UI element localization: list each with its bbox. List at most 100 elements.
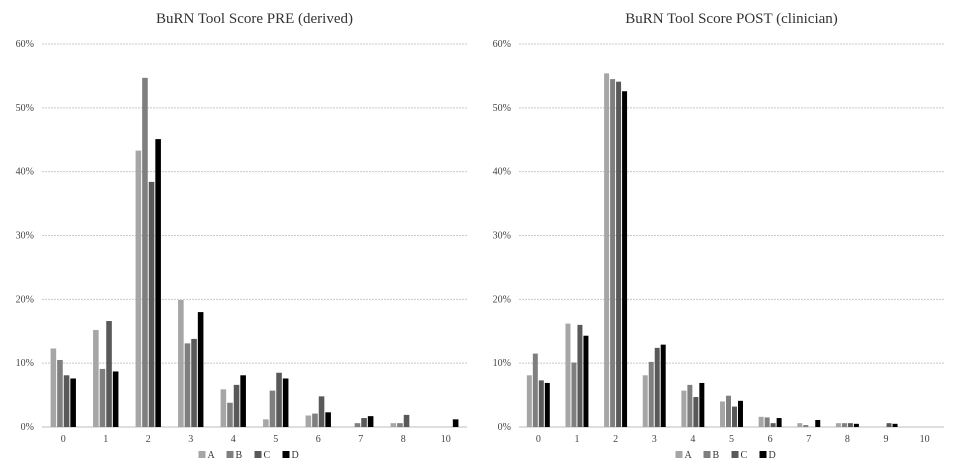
bar-B-4 [227, 402, 233, 427]
bar-B-6 [312, 413, 318, 427]
bar-D-5 [282, 378, 289, 427]
legend-label-B: B [713, 450, 720, 461]
bar-A-5 [720, 401, 726, 427]
bar-B-5 [726, 395, 731, 427]
bar-D-3 [660, 344, 666, 427]
chart-title: BuRN Tool Score POST (clinician) [625, 11, 838, 27]
bar-A-4 [681, 390, 687, 427]
bar-A-3 [642, 375, 648, 427]
bar-D-3 [197, 312, 204, 427]
x-tick-label: 2 [146, 434, 151, 445]
bar-C-4 [693, 396, 699, 427]
x-tick-label: 8 [845, 434, 850, 445]
bar-A-0 [526, 375, 532, 427]
bar-D-10 [452, 419, 459, 427]
bar-B-7 [803, 425, 809, 427]
y-tick-label: 60% [493, 39, 511, 50]
x-tick-label: 6 [316, 434, 321, 445]
x-tick-label: 0 [536, 434, 541, 445]
x-tick-label: 5 [273, 434, 278, 445]
y-tick-label: 20% [493, 294, 511, 305]
x-tick-label: 8 [401, 434, 406, 445]
bar-C-1 [106, 321, 112, 427]
bar-A-6 [305, 415, 312, 427]
bar-D-6 [776, 418, 782, 427]
bar-A-8 [390, 423, 397, 427]
chart-title: BuRN Tool Score PRE (derived) [156, 11, 353, 27]
bar-C-0 [63, 375, 70, 427]
legend-swatch-B [703, 451, 711, 458]
bar-C-1 [577, 324, 583, 427]
legend-label-D: D [769, 450, 776, 461]
bar-B-7 [354, 423, 361, 427]
legend-swatch-B [226, 451, 234, 458]
bar-B-3 [184, 343, 191, 427]
bar-C-8 [847, 423, 853, 427]
bar-D-1 [583, 335, 589, 427]
x-tick-label: 10 [920, 434, 930, 445]
bar-B-2 [142, 77, 148, 427]
bar-A-1 [93, 329, 99, 427]
x-tick-label: 1 [103, 434, 108, 445]
bar-C-7 [361, 418, 367, 427]
bar-C-3 [191, 338, 197, 427]
x-tick-label: 3 [188, 434, 193, 445]
bar-B-3 [648, 361, 654, 427]
bar-D-5 [737, 400, 743, 427]
bar-D-9 [892, 423, 898, 427]
chart-pre: BuRN Tool Score PRE (derived) 0% 10% 20% 30%… [16, 11, 467, 461]
y-tick-label: 30% [16, 231, 34, 242]
x-tick-label: 5 [729, 434, 734, 445]
x-tick-label: 1 [574, 434, 579, 445]
bar-C-4 [233, 384, 240, 427]
legend-swatch-D [759, 451, 767, 458]
bar-A-4 [220, 389, 227, 427]
bar-C-0 [538, 380, 544, 427]
bar-B-5 [269, 390, 276, 427]
bar-D-4 [699, 382, 705, 427]
bar-C-9 [886, 423, 892, 427]
x-tick-label: 4 [231, 434, 236, 445]
y-tick-label: 50% [493, 103, 511, 114]
chart-svg: BuRN Tool Score POST (clinician) 0% 10% 20%… [493, 11, 944, 461]
bar-C-6 [770, 423, 776, 427]
bar-D-7 [815, 419, 821, 427]
bar-C-2 [148, 181, 155, 427]
x-tick-label: 2 [613, 434, 618, 445]
legend-swatch-A [675, 451, 683, 458]
bar-D-1 [112, 371, 119, 427]
bar-B-8 [397, 423, 403, 427]
bar-C-2 [616, 81, 622, 427]
bar-B-0 [57, 359, 63, 427]
bar-C-5 [276, 372, 282, 427]
bar-D-6 [325, 412, 331, 427]
legend-label-C: C [741, 450, 748, 461]
bar-D-4 [240, 375, 246, 427]
bar-A-2 [135, 150, 142, 427]
legend-swatch-C [731, 451, 739, 458]
bar-D-0 [70, 378, 76, 427]
legend-label-D: D [292, 450, 299, 461]
legend-label-C: C [264, 450, 271, 461]
bar-D-2 [622, 91, 628, 427]
x-tick-label: 7 [358, 434, 363, 445]
bar-D-8 [853, 423, 859, 427]
y-tick-label: 0% [21, 422, 34, 433]
bar-C-8 [403, 414, 410, 427]
bar-D-2 [155, 139, 161, 427]
y-tick-label: 50% [16, 103, 34, 114]
legend-label-A: A [685, 450, 693, 461]
y-tick-label: 60% [16, 39, 34, 50]
bar-A-0 [50, 348, 57, 427]
legend-swatch-A [198, 451, 206, 458]
bar-B-4 [687, 384, 693, 427]
y-tick-label: 30% [493, 231, 511, 242]
bar-A-7 [797, 423, 803, 427]
legend-swatch-D [282, 451, 290, 458]
y-tick-label: 0% [498, 422, 511, 433]
x-tick-label: 0 [61, 434, 66, 445]
x-tick-label: 4 [690, 434, 695, 445]
bar-D-0 [544, 382, 550, 427]
x-tick-label: 6 [768, 434, 773, 445]
bar-B-1 [99, 368, 106, 427]
